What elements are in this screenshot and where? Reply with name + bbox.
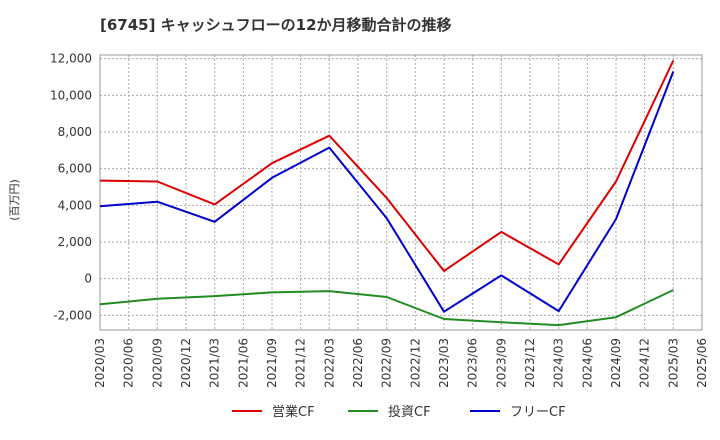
x-tick-label: 2025/03 bbox=[666, 338, 680, 388]
legend: 営業CF 投資CF フリーCF bbox=[232, 404, 566, 420]
x-tick-label: 2024/06 bbox=[580, 338, 594, 388]
chart-title: [6745] キャッシュフローの12か月移動合計の推移 bbox=[100, 16, 452, 34]
y-tick-label: 6,000 bbox=[58, 162, 92, 176]
legend-label: 投資CF bbox=[388, 404, 431, 420]
x-tick-label: 2021/09 bbox=[265, 338, 279, 388]
x-tick-label: 2020/06 bbox=[122, 338, 136, 388]
x-tick-label: 2023/12 bbox=[523, 338, 537, 388]
x-tick-label: 2023/09 bbox=[494, 338, 508, 388]
x-tick-label: 2020/12 bbox=[179, 338, 193, 388]
x-tick-label: 2020/03 bbox=[93, 338, 107, 388]
x-tick-label: 2022/12 bbox=[408, 338, 422, 388]
legend-label: フリーCF bbox=[510, 405, 566, 420]
x-tick-label: 2020/09 bbox=[150, 338, 164, 388]
plot-area-frame bbox=[99, 54, 703, 331]
y-tick-label: 0 bbox=[84, 272, 92, 286]
x-tick-label: 2023/03 bbox=[437, 338, 451, 388]
y-axis-label: (百万円) bbox=[8, 179, 21, 221]
y-tick-label: 8,000 bbox=[58, 125, 92, 139]
x-tick-label: 2021/06 bbox=[236, 338, 250, 388]
x-tick-label: 2022/06 bbox=[351, 338, 365, 388]
series-line bbox=[99, 60, 675, 272]
x-tick-label: 2023/06 bbox=[466, 338, 480, 388]
y-tick-label: -2,000 bbox=[53, 308, 92, 322]
y-tick-labels: -2,000 0 2,000 4,000 6,000 8,000 10,000 12,000 bbox=[50, 52, 92, 323]
y-tick-label: 10,000 bbox=[50, 88, 92, 102]
series-lines bbox=[99, 60, 675, 327]
x-tick-label: 2024/12 bbox=[638, 338, 652, 388]
y-tick-label: 4,000 bbox=[58, 198, 92, 212]
legend-label: 営業CF bbox=[272, 404, 315, 420]
grid bbox=[99, 55, 703, 330]
x-tick-label: 2024/03 bbox=[552, 338, 566, 388]
x-tick-label: 2021/12 bbox=[294, 338, 308, 388]
x-tick-labels: 2020/03 2020/06 2020/09 2020/12 2021/03 2021/… bbox=[93, 338, 709, 388]
x-tick-label: 2022/03 bbox=[322, 338, 336, 388]
series-line bbox=[99, 289, 674, 327]
x-tick-label: 2025/06 bbox=[695, 338, 709, 388]
series-line bbox=[99, 71, 675, 313]
y-tick-label: 2,000 bbox=[58, 235, 92, 249]
x-tick-label: 2021/03 bbox=[208, 338, 222, 388]
x-tick-label: 2022/09 bbox=[380, 338, 394, 388]
y-tick-label: 12,000 bbox=[50, 52, 92, 66]
x-tick-label: 2024/09 bbox=[609, 338, 623, 388]
